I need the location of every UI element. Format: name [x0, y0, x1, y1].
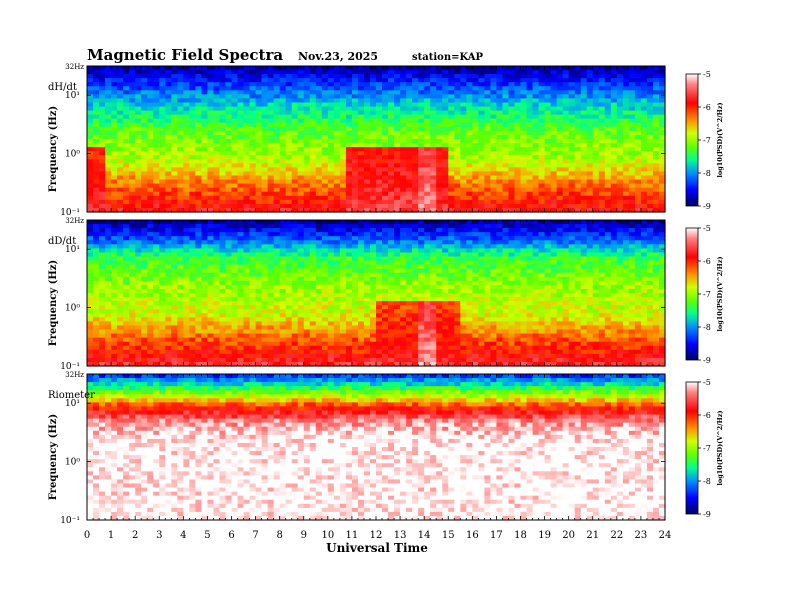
colorbar-tick-label: -8 [703, 169, 711, 178]
y-tick-label: 32Hz [65, 371, 84, 379]
x-tick-label: 19 [538, 530, 551, 541]
figure-title: Magnetic Field Spectra [87, 46, 283, 64]
colorbar [686, 382, 698, 514]
colorbar-tick-label: -8 [703, 323, 711, 332]
x-tick-label: 22 [610, 530, 623, 541]
colorbar-tick-label: -6 [703, 103, 711, 112]
x-tick-label: 7 [252, 530, 258, 541]
x-tick-label: 24 [659, 530, 672, 541]
x-tick-label: 5 [204, 530, 210, 541]
x-tick-label: 12 [370, 530, 383, 541]
colorbar-tick-label: -7 [703, 290, 711, 299]
x-tick-label: 6 [228, 530, 234, 541]
x-tick-label: 1 [108, 530, 114, 541]
colorbar [686, 228, 698, 360]
heatmap-cells [87, 66, 666, 213]
panel-name: dH/dt [48, 82, 77, 93]
colorbar-tick-label: -5 [703, 70, 711, 79]
y-tick-label: 32Hz [65, 217, 84, 225]
x-tick-label: 18 [514, 530, 527, 541]
colorbar-tick-label: -6 [703, 257, 711, 266]
heatmap-cells [87, 374, 666, 521]
colorbar-tick-label: -7 [703, 444, 711, 453]
x-tick-label: 11 [346, 530, 359, 541]
x-tick-label: 20 [562, 530, 575, 541]
x-tick-labels: 0 1 2 3 4 5 6 7 8 9 10 11 12 13 14 15 16 17 18 19 20 21 22 23 24 [84, 530, 672, 541]
colorbar-label: log10(PSD)(V^2/Hz) [716, 256, 724, 331]
y-axis-label: Frequency (Hz) [48, 260, 59, 346]
x-tick-label: 9 [301, 530, 307, 541]
y-axis-label: Frequency (Hz) [48, 414, 59, 500]
x-tick-label: 14 [418, 530, 431, 541]
colorbar-tick-label: -5 [703, 224, 711, 233]
panel-name: dD/dt [48, 236, 76, 247]
colorbar [686, 74, 698, 206]
y-tick-label: 10⁰ [65, 304, 80, 314]
y-tick-label: 10⁰ [65, 458, 80, 468]
colorbar-tick-label: -5 [703, 378, 711, 387]
y-axis-label: Frequency (Hz) [48, 106, 59, 192]
colorbar-label: log10(PSD)(V^2/Hz) [716, 410, 724, 485]
date-label: Nov.23, 2025 [298, 50, 378, 63]
colorbar-label: log10(PSD)(V^2/Hz) [716, 102, 724, 177]
y-tick-label: 32Hz [65, 63, 84, 71]
x-tick-label: 17 [490, 530, 503, 541]
heatmap-cells [87, 220, 666, 367]
x-axis-label: Universal Time [326, 541, 428, 555]
colorbar-tick-label: -9 [703, 356, 711, 365]
station-label: station=KAP [412, 52, 484, 63]
x-tick-label: 0 [84, 530, 90, 541]
y-tick-label: 10⁻¹ [60, 516, 80, 526]
x-tick-label: 23 [635, 530, 648, 541]
x-tick-label: 3 [156, 530, 162, 541]
colorbar-tick-label: -8 [703, 477, 711, 486]
x-tick-label: 21 [586, 530, 599, 541]
x-tick-label: 4 [180, 530, 186, 541]
x-tick-label: 10 [321, 530, 334, 541]
colorbar-tick-label: -9 [703, 202, 711, 211]
x-tick-label: 8 [276, 530, 282, 541]
x-tick-label: 16 [466, 530, 479, 541]
colorbar-tick-label: -6 [703, 411, 711, 420]
y-tick-label: 10⁰ [65, 150, 80, 160]
x-tick-label: 2 [132, 530, 138, 541]
panel-name: Riometer [48, 390, 95, 401]
x-tick-label: 13 [394, 530, 407, 541]
colorbar-tick-label: -9 [703, 510, 711, 519]
colorbar-tick-label: -7 [703, 136, 711, 145]
x-tick-label: 15 [442, 530, 455, 541]
